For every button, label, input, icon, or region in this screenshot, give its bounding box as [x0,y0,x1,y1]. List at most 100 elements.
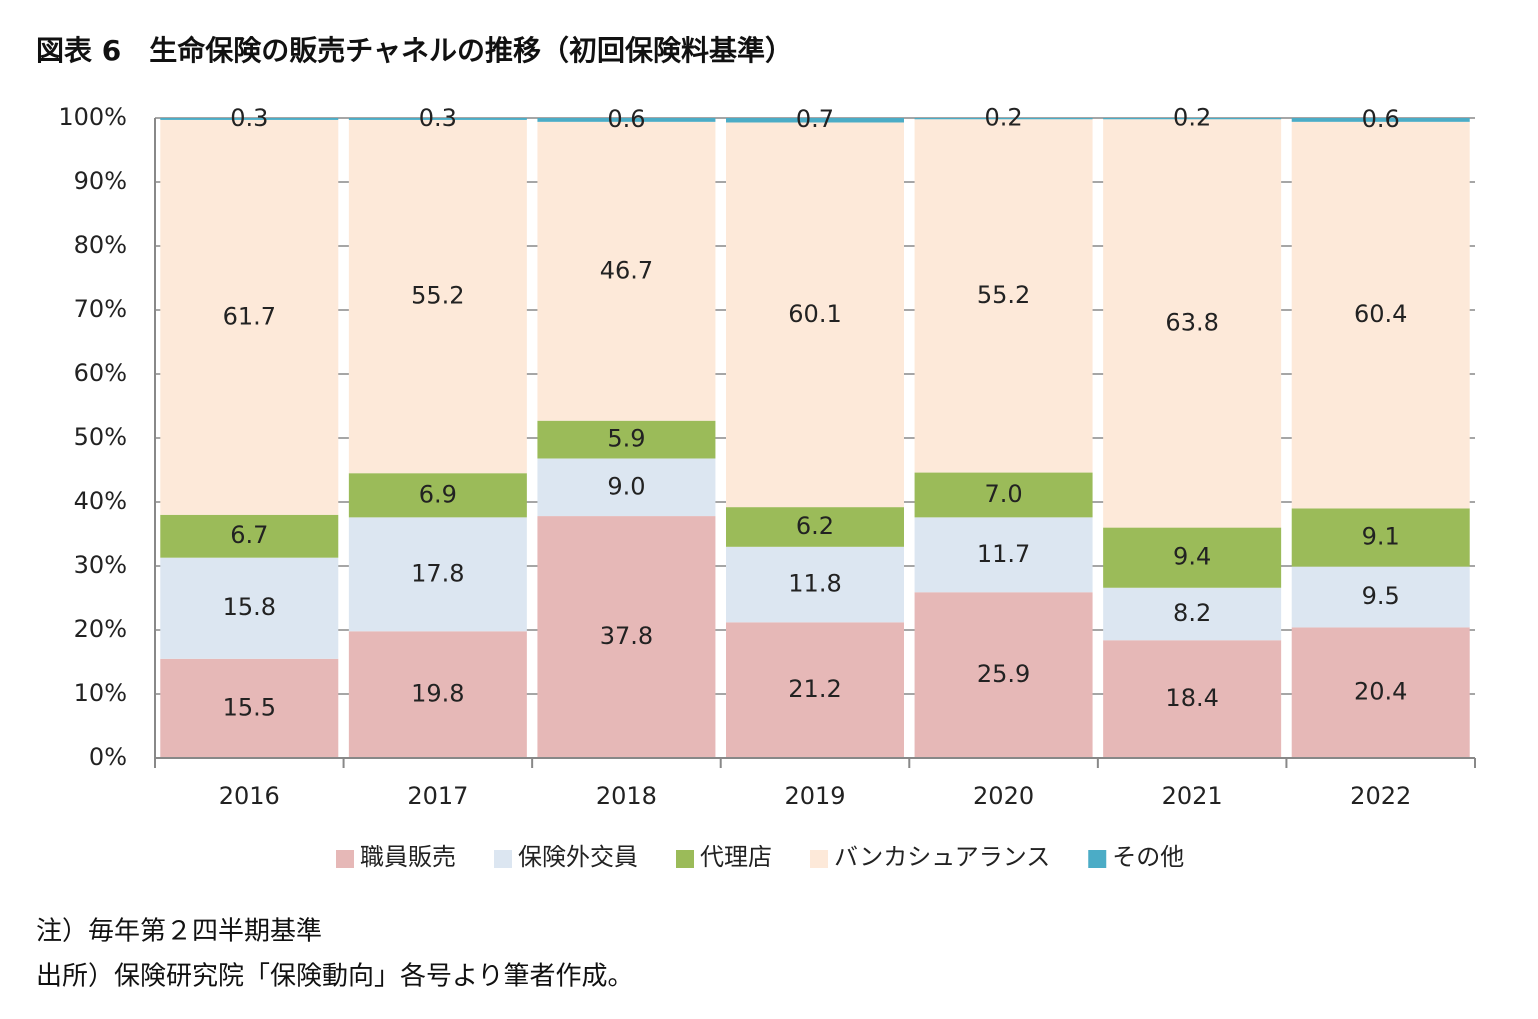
x-tick-label: 2022 [1350,782,1411,810]
bar-segment [914,472,1093,518]
legend-label: 代理店 [700,843,772,871]
bar-segment [1103,527,1282,588]
value-label: 63.8 [1165,308,1218,336]
value-label: 7.0 [984,480,1022,508]
value-label: 11.7 [977,540,1030,568]
bar-segment [348,473,527,518]
x-tick-label: 2020 [973,782,1034,810]
legend-swatch [494,850,512,868]
bar-segment [348,517,527,632]
note: 出所）保険研究院「保険動向」各号より筆者作成。 [36,962,633,992]
bar-segment [1103,587,1282,641]
bar-segment [537,458,716,517]
value-label: 0.6 [607,105,645,133]
y-tick-label: 0% [89,743,127,771]
bar-segment [1291,508,1470,567]
bar-segment [1103,118,1282,120]
value-label: 9.0 [607,472,645,500]
bar-segment [914,517,1093,593]
bar-segment [726,118,904,123]
x-tick-label: 2021 [1162,782,1223,810]
value-label: 9.1 [1362,523,1400,551]
x-tick-label: 2017 [407,782,468,810]
legend-label: 職員販売 [360,843,456,871]
value-label: 60.4 [1354,300,1407,328]
y-tick-label: 90% [74,167,127,195]
value-label: 0.6 [1362,105,1400,133]
bar-segment [160,119,339,515]
value-label: 9.4 [1173,543,1211,571]
bar-segment [537,118,716,122]
value-label: 60.1 [788,300,841,328]
value-label: 0.3 [419,104,457,132]
bar-segment [914,592,1093,758]
legend-swatch [676,850,694,868]
value-label: 19.8 [411,680,464,708]
value-label: 37.8 [600,622,653,650]
value-label: 6.9 [419,480,457,508]
bar-segment [914,119,1093,473]
legend-swatch [336,850,354,868]
value-label: 6.2 [796,512,834,540]
bar-segment [160,557,339,659]
value-label: 20.4 [1354,678,1407,706]
bar-segment [537,516,716,758]
x-tick-label: 2016 [219,782,280,810]
y-tick-label: 40% [74,487,127,515]
value-label: 17.8 [411,559,464,587]
bar-segment [348,631,527,758]
bar-segment [914,118,1093,120]
bar-segment [160,118,339,120]
y-tick-label: 70% [74,295,127,323]
bar-segment [1291,627,1470,758]
bar-segment [160,658,339,758]
legend-label: バンカシュアランス [834,843,1050,871]
legend-swatch [810,850,828,868]
value-label: 18.4 [1165,684,1218,712]
bar-segment [726,122,904,508]
bar-segment [1291,566,1470,628]
value-label: 5.9 [607,425,645,453]
value-label: 8.2 [1173,599,1211,627]
y-tick-label: 10% [74,679,127,707]
value-label: 0.2 [984,104,1022,132]
value-label: 9.5 [1362,582,1400,610]
bar-segment [1103,640,1282,758]
bar-segment [160,514,339,558]
y-tick-label: 100% [58,103,127,131]
value-label: 21.2 [788,675,841,703]
value-label: 55.2 [411,282,464,310]
value-label: 55.2 [977,281,1030,309]
y-tick-label: 20% [74,615,127,643]
bar-segment [1103,119,1282,528]
y-tick-label: 30% [74,551,127,579]
value-label: 0.7 [796,105,834,133]
bar-segment [1291,121,1470,509]
legend-label: その他 [1112,843,1184,871]
bar-segment [348,118,527,120]
y-tick-label: 50% [74,423,127,451]
value-label: 0.2 [1173,104,1211,132]
x-tick-label: 2018 [596,782,657,810]
legend-swatch [1088,850,1107,868]
note: 注）毎年第２四半期基準 [36,917,322,947]
value-label: 61.7 [223,302,276,330]
chart-title: 図表 6 生命保険の販売チャネルの推移（初回保険料基準） [36,34,793,67]
value-label: 15.8 [223,593,276,621]
value-label: 11.8 [788,570,841,598]
bar-segment [1291,118,1470,122]
value-label: 15.5 [223,693,276,721]
value-label: 46.7 [600,256,653,284]
bar-segment [537,420,716,459]
y-tick-label: 60% [74,359,127,387]
bar-segment [726,546,904,623]
x-tick-label: 2019 [784,782,845,810]
legend-label: 保険外交員 [518,843,638,871]
bar-segment [726,622,904,758]
bar-segment [537,121,716,421]
value-label: 6.7 [230,521,268,549]
value-label: 0.3 [230,104,268,132]
bar-segment [726,507,904,547]
